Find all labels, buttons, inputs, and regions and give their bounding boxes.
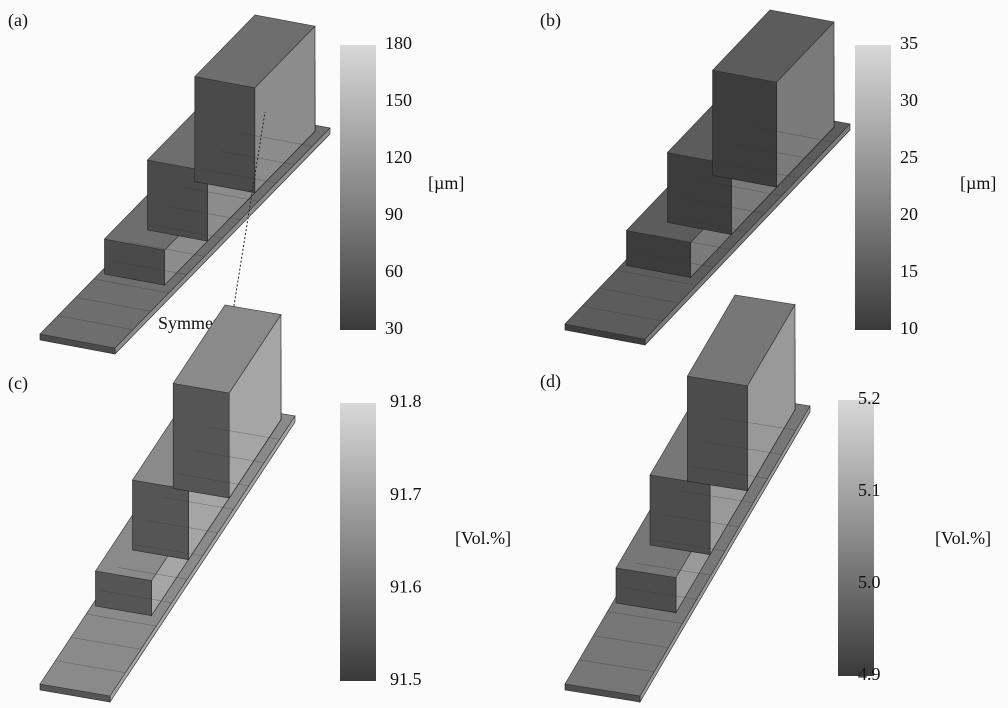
colorbar-tick-label: 5.2 (858, 388, 881, 408)
colorbar (855, 45, 891, 330)
panel-label: (d) (540, 371, 561, 392)
panel-label: (a) (8, 10, 28, 31)
colorbar-tick-label: 25 (900, 147, 918, 167)
panel-label: (c) (8, 373, 28, 394)
colorbar-tick-label: 20 (900, 204, 918, 224)
panel-label: (b) (540, 10, 561, 31)
colorbar-tick-label: 91.5 (390, 669, 422, 689)
colorbar-tick-label: 150 (385, 90, 412, 110)
block-front (650, 475, 710, 555)
colorbar-tick-label: 5.1 (858, 480, 881, 500)
unit-label: [Vol.%] (935, 528, 991, 548)
colorbar-tick-label: 180 (385, 33, 412, 53)
colorbar-tick-label: 4.9 (858, 664, 881, 684)
figure: 180150120906030(a)[µm]Symmetrieebene3530… (0, 0, 1008, 708)
block-front (713, 70, 777, 187)
colorbar-tick-label: 60 (385, 261, 403, 281)
colorbar-tick-label: 91.6 (390, 576, 422, 596)
unit-label: [µm] (428, 173, 464, 193)
colorbar (340, 403, 376, 681)
block-front (173, 383, 229, 498)
colorbar-tick-label: 91.7 (390, 484, 422, 504)
colorbar-tick-label: 15 (900, 261, 918, 281)
unit-label: [Vol.%] (455, 528, 511, 548)
colorbar-tick-label: 120 (385, 147, 412, 167)
colorbar-tick-label: 91.8 (390, 391, 422, 411)
block-front (195, 77, 255, 193)
colorbar-tick-label: 90 (385, 204, 403, 224)
unit-label: [µm] (960, 173, 996, 193)
colorbar (340, 45, 376, 330)
colorbar-tick-label: 30 (900, 90, 918, 110)
colorbar-tick-label: 10 (900, 318, 918, 338)
colorbar-tick-label: 35 (900, 33, 918, 53)
colorbar-tick-label: 5.0 (858, 572, 881, 592)
colorbar-tick-label: 30 (385, 318, 403, 338)
colorbar (838, 400, 874, 676)
block-front (133, 480, 189, 560)
